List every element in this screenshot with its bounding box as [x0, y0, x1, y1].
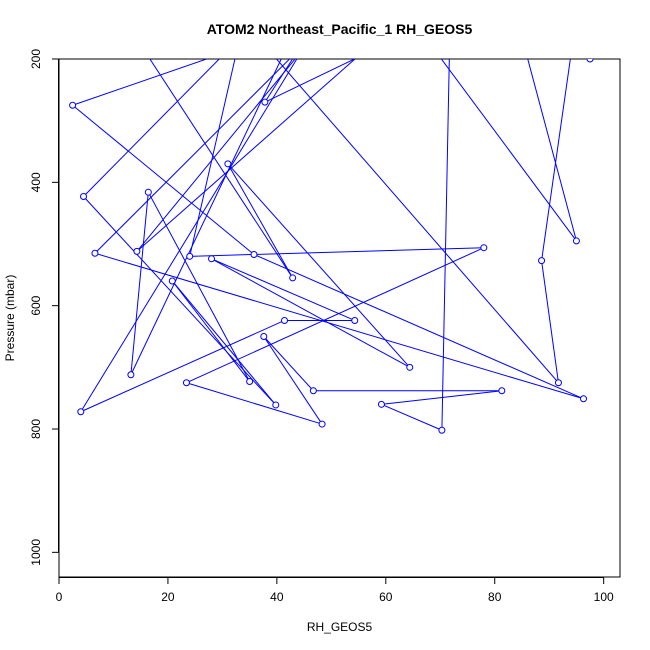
data-point [186, 252, 194, 260]
data-point [261, 98, 269, 106]
y-tick-label: 200 [29, 49, 43, 69]
data-point [144, 188, 152, 196]
y-tick-label: 800 [29, 419, 43, 439]
data-point [272, 401, 280, 409]
data-point [580, 395, 588, 403]
series-segment [381, 390, 502, 405]
series-segment [83, 196, 277, 406]
x-tick-label: 80 [488, 590, 502, 604]
data-point [127, 371, 135, 379]
series-layer [72, 59, 591, 431]
series-segment [264, 59, 356, 103]
data-point [224, 160, 232, 168]
y-tick-label: 1000 [29, 539, 43, 566]
data-point [168, 277, 176, 285]
series-segment [381, 403, 443, 431]
data-point [69, 101, 77, 109]
x-tick-label: 60 [379, 590, 393, 604]
series-segment [441, 59, 450, 431]
series-segment [186, 382, 323, 425]
y-axis-label: Pressure (mbar) [3, 275, 17, 362]
data-point [127, 25, 133, 31]
series-segment [171, 280, 251, 382]
series-segment [171, 280, 277, 406]
series-segment [80, 59, 298, 412]
data-point [438, 426, 446, 434]
series-segment [263, 336, 314, 392]
data-point [208, 255, 216, 263]
x-tick-label: 100 [594, 590, 614, 604]
x-tick-label: 40 [270, 590, 284, 604]
data-point [351, 316, 359, 324]
data-point [554, 379, 562, 387]
y-axis: 200 400 600 800 1000 [29, 49, 59, 566]
series-segment [130, 59, 282, 375]
series-segment [80, 320, 285, 413]
series-segment [527, 59, 577, 242]
points-layer [69, 25, 594, 434]
series-segment [130, 192, 149, 375]
series-segment [541, 260, 559, 383]
series-segment [264, 59, 294, 103]
series-segment [275, 59, 559, 384]
data-point [377, 400, 385, 408]
data-point [406, 363, 414, 371]
series-segment [149, 59, 294, 279]
series-segment [440, 59, 577, 242]
data-point [309, 387, 317, 395]
series-segment [72, 104, 255, 255]
x-tick-label: 20 [161, 590, 175, 604]
chart-title: ATOM2 Northeast_Pacific_1 RH_GEOS5 [207, 21, 473, 37]
series-segment [227, 163, 294, 279]
series-segment [83, 59, 220, 197]
data-point [280, 316, 288, 324]
series-segment [589, 59, 591, 60]
series-segment [541, 59, 571, 261]
data-point [246, 378, 254, 386]
y-tick-label: 400 [29, 172, 43, 192]
series-segment [253, 254, 584, 400]
series-segment [211, 258, 411, 368]
data-point [538, 257, 546, 265]
data-point [498, 387, 506, 395]
x-axis-label: RH_GEOS5 [307, 620, 373, 634]
series-segment [186, 247, 485, 384]
data-point [91, 249, 99, 257]
data-point [572, 237, 580, 245]
data-point [289, 274, 297, 282]
series-segment [147, 191, 251, 382]
data-point [260, 333, 268, 340]
series-segment [189, 59, 236, 257]
y-tick-label: 600 [29, 295, 43, 315]
series-segment [94, 59, 291, 254]
data-point [80, 193, 88, 201]
x-axis: 0 20 40 60 80 100 [56, 577, 614, 604]
data-point [586, 59, 594, 63]
series-segment [263, 336, 323, 425]
data-point [318, 420, 326, 428]
series-segment [72, 59, 209, 106]
x-tick-label: 0 [56, 590, 63, 604]
data-point [77, 408, 85, 416]
data-point [133, 247, 141, 255]
data-point [250, 250, 258, 258]
series-segment [227, 163, 411, 368]
series-segment [189, 247, 484, 257]
series-segment [211, 258, 355, 321]
series-segment [136, 59, 296, 252]
data-point [182, 379, 190, 387]
data-point [480, 244, 488, 252]
series-segment [136, 59, 356, 252]
series-segment [94, 252, 584, 400]
